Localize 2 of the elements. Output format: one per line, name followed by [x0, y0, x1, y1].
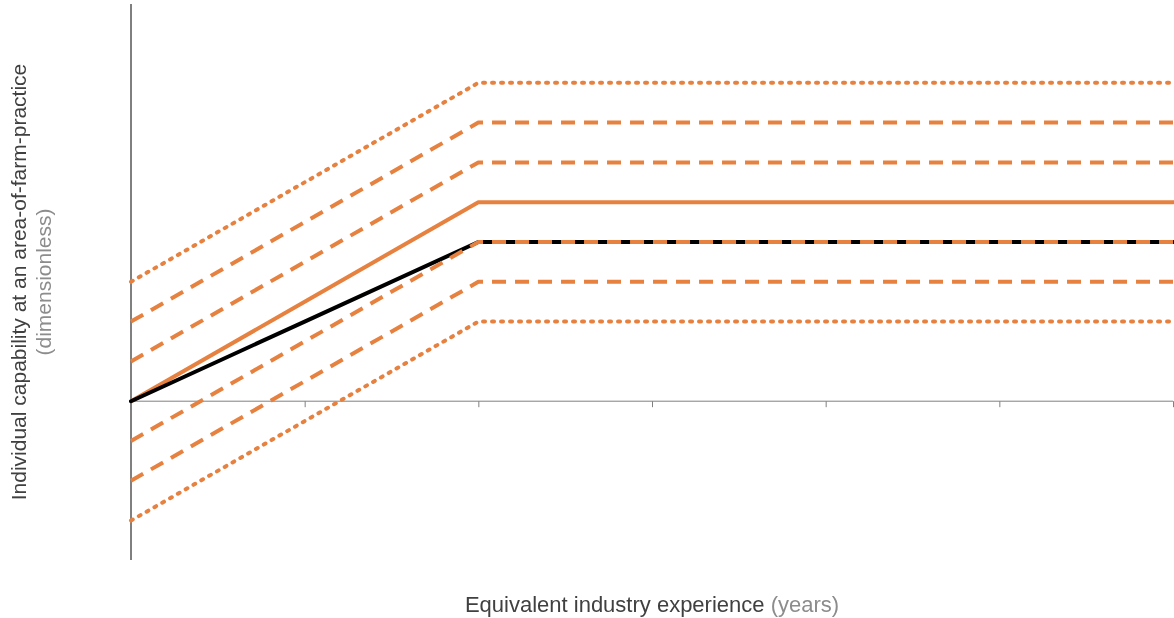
y-axis-title: Individual capability at an area-of-farm-practice (dimensionless) [7, 63, 55, 501]
x-axis-title: Equivalent industry experience (years) [464, 592, 840, 617]
